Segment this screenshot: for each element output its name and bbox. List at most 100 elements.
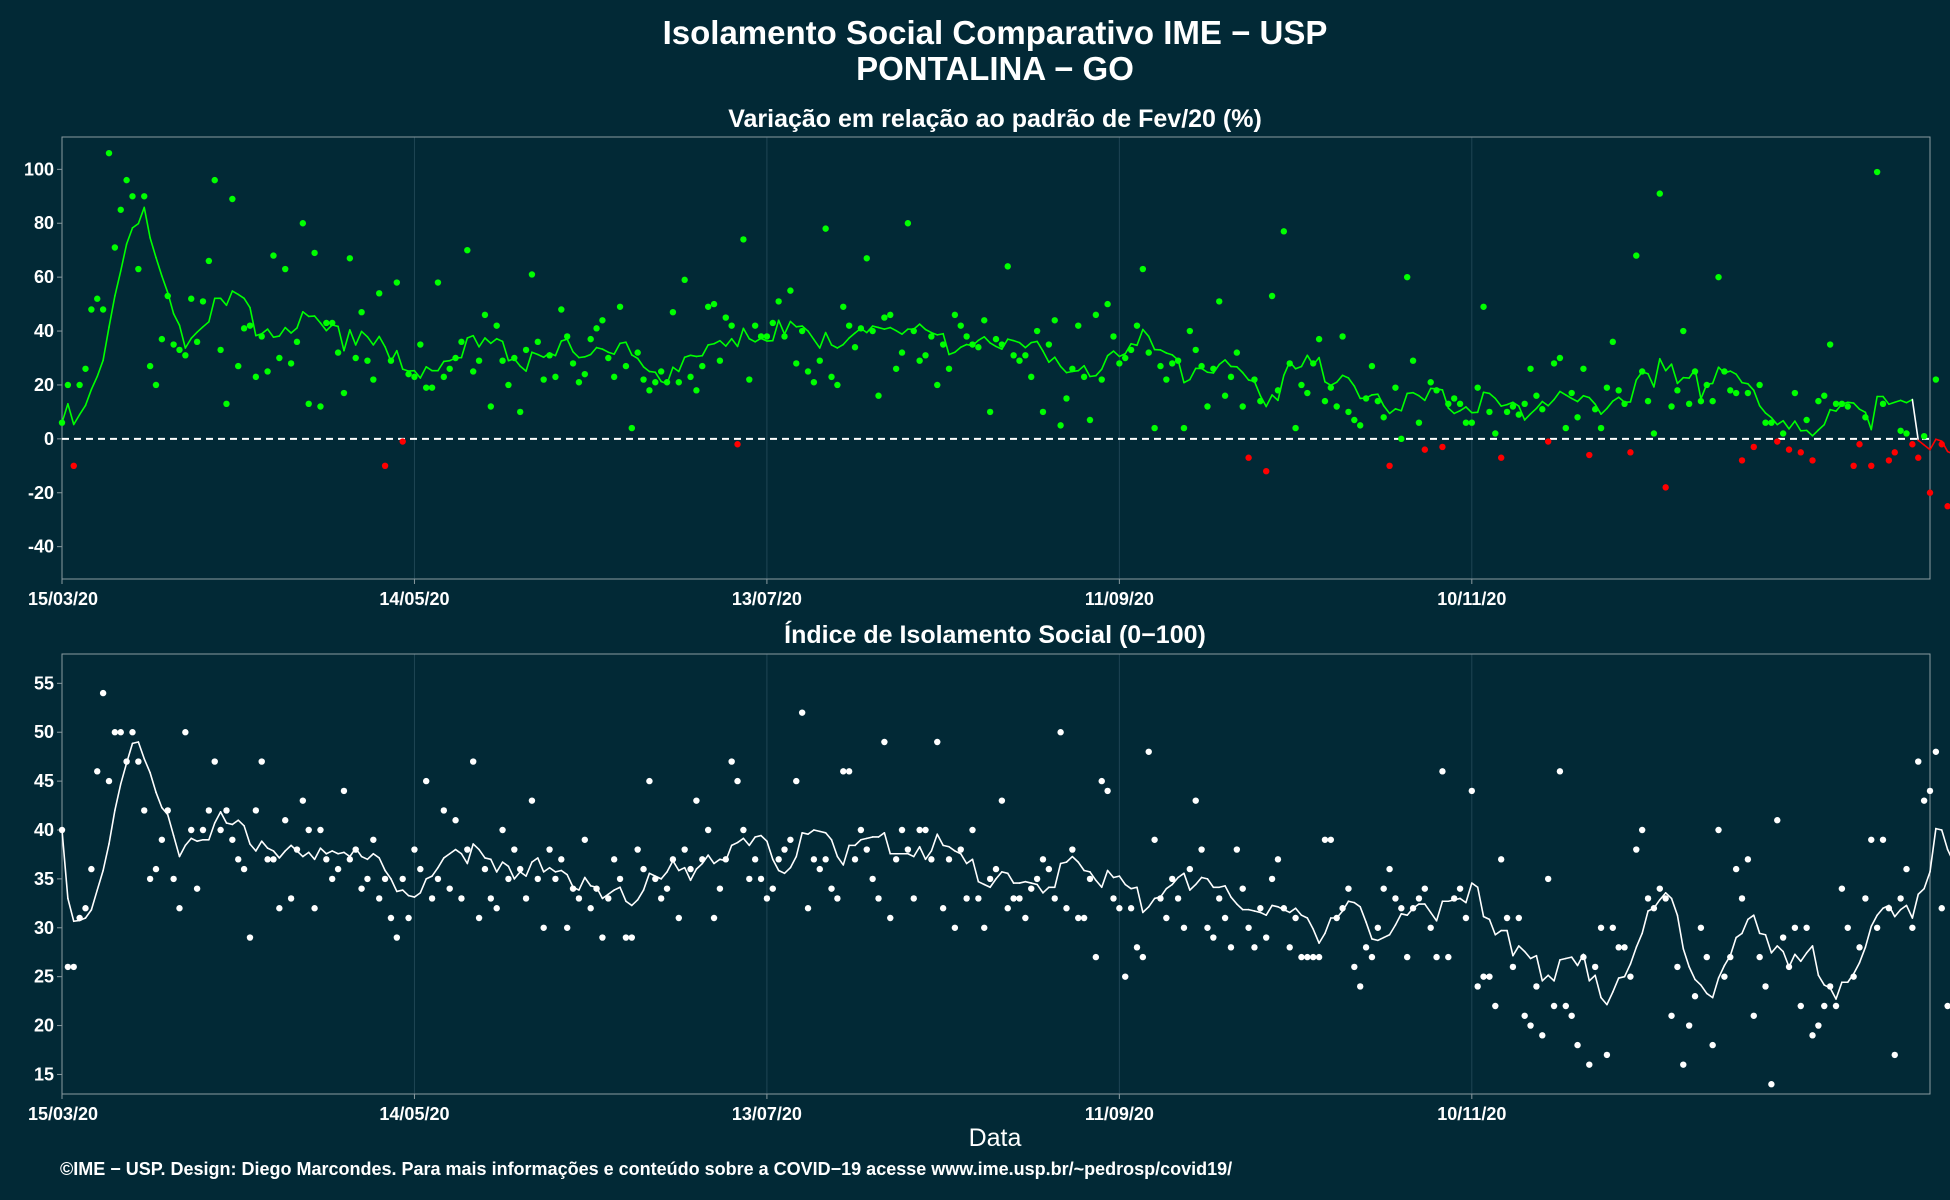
- data-point: [387, 357, 395, 364]
- data-point: [1086, 875, 1094, 883]
- moving-average-segment: [1130, 342, 1138, 347]
- moving-average-segment: [1095, 879, 1103, 889]
- data-point: [1104, 787, 1111, 795]
- x-tick-label: 11/09/20: [1085, 589, 1154, 609]
- moving-average-segment: [437, 857, 445, 869]
- data-point: [282, 817, 289, 824]
- data-point: [646, 387, 653, 394]
- moving-average-segment: [871, 325, 880, 329]
- data-point: [217, 826, 224, 834]
- data-point: [1503, 914, 1511, 922]
- data-point: [1274, 856, 1282, 863]
- moving-average-segment: [1676, 376, 1685, 385]
- moving-average-segment: [895, 329, 903, 335]
- moving-average-segment: [1112, 350, 1121, 358]
- moving-average-segment: [478, 337, 486, 348]
- moving-average-segment: [1077, 861, 1085, 872]
- data-point: [687, 373, 694, 381]
- data-point: [757, 875, 765, 883]
- data-point: [998, 797, 1006, 804]
- data-point: [1345, 885, 1352, 892]
- moving-average-segment: [1465, 882, 1473, 904]
- moving-average-segment: [1576, 394, 1585, 403]
- data-point: [1685, 400, 1693, 408]
- data-point: [945, 365, 953, 372]
- moving-average-segment: [613, 342, 621, 355]
- moving-average-segment: [566, 873, 574, 889]
- data-point: [1550, 360, 1558, 367]
- moving-average-segment: [1512, 401, 1520, 407]
- moving-average-segment: [1347, 900, 1356, 904]
- data-point: [546, 846, 553, 853]
- data-point: [710, 914, 718, 922]
- moving-average-segment: [1400, 392, 1408, 412]
- moving-average-segment: [1717, 964, 1726, 979]
- moving-average-segment: [378, 857, 386, 872]
- moving-average-segment: [172, 312, 181, 327]
- moving-average-segment: [619, 341, 627, 345]
- data-point: [1544, 875, 1552, 883]
- moving-average-segment: [642, 366, 651, 373]
- moving-average-segment: [730, 337, 739, 348]
- data-point: [881, 738, 888, 746]
- moving-average-segment: [490, 337, 498, 345]
- data-point: [170, 875, 177, 883]
- data-point: [1227, 373, 1235, 381]
- data-point: [1092, 311, 1100, 319]
- moving-average-segment: [513, 871, 521, 880]
- data-point: [775, 298, 782, 305]
- data-point: [1421, 446, 1429, 453]
- data-point: [1574, 1041, 1581, 1049]
- data-point: [1944, 503, 1950, 510]
- data-point: [528, 271, 536, 278]
- data-point: [1286, 944, 1293, 951]
- data-point: [370, 836, 377, 843]
- data-point: [364, 875, 371, 883]
- moving-average-segment: [1048, 356, 1056, 364]
- data-point: [687, 865, 694, 873]
- y-tick-label: 40: [34, 820, 54, 840]
- data-point: [1139, 953, 1147, 961]
- moving-average-segment: [1559, 957, 1567, 961]
- moving-average-segment: [396, 349, 404, 370]
- moving-average-segment: [924, 850, 933, 861]
- moving-average-segment: [155, 256, 163, 277]
- data-point: [634, 846, 641, 853]
- moving-average-segment: [578, 356, 586, 359]
- moving-average-segment: [372, 335, 381, 346]
- data-point: [1697, 397, 1705, 405]
- y-tick-label: 35: [34, 869, 54, 889]
- data-point: [516, 408, 524, 416]
- moving-average-segment: [1899, 904, 1908, 911]
- data-point: [1016, 357, 1023, 364]
- moving-average-segment: [1053, 862, 1062, 889]
- data-point: [628, 934, 635, 941]
- moving-average-segment: [1570, 956, 1579, 967]
- data-point: [188, 826, 195, 834]
- data-point: [1380, 885, 1387, 892]
- data-point: [857, 325, 865, 332]
- data-point: [223, 807, 230, 814]
- data-point: [1133, 944, 1141, 951]
- data-point: [552, 373, 559, 381]
- data-point: [58, 826, 66, 834]
- data-point: [82, 365, 89, 372]
- moving-average-segment: [460, 337, 469, 359]
- moving-average-segment: [96, 359, 104, 378]
- data-point: [1497, 856, 1505, 863]
- data-point: [546, 352, 553, 359]
- data-point: [746, 376, 753, 383]
- data-point: [875, 895, 882, 902]
- moving-average-segment: [1001, 871, 1009, 875]
- moving-average-segment: [537, 857, 545, 873]
- data-point: [305, 400, 312, 408]
- moving-average-segment: [319, 322, 328, 332]
- data-point: [464, 846, 471, 853]
- data-point: [1445, 953, 1452, 961]
- data-point: [881, 314, 888, 321]
- moving-average-segment: [1541, 974, 1549, 982]
- moving-average-segment: [936, 332, 944, 336]
- data-point: [405, 370, 412, 378]
- data-point: [1216, 895, 1223, 902]
- moving-average-segment: [208, 297, 216, 323]
